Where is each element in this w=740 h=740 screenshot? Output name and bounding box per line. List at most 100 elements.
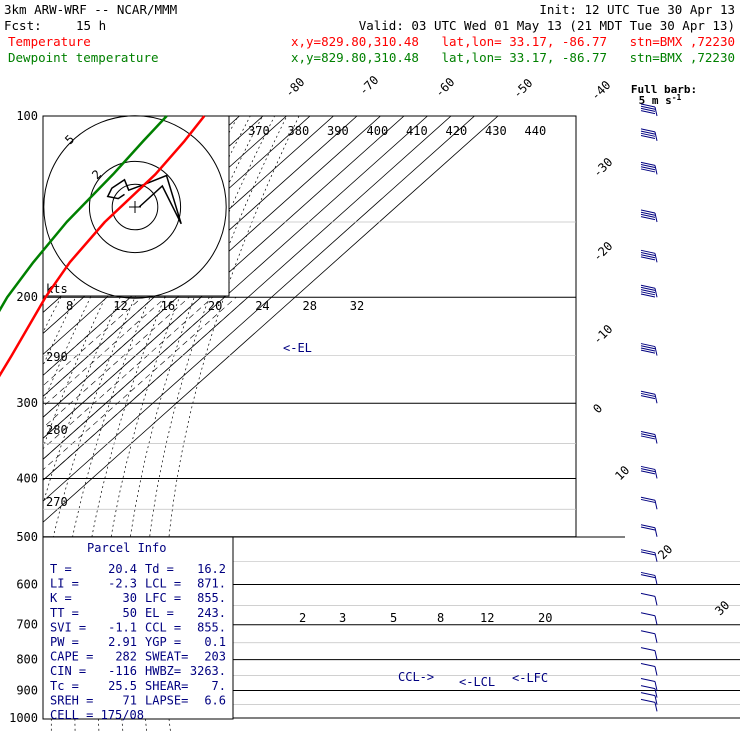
wind-barb-feather bbox=[640, 252, 656, 256]
wind-barb bbox=[640, 571, 658, 585]
wind-barb bbox=[640, 496, 658, 510]
theta-label: 380 bbox=[288, 124, 310, 138]
wind-barb-staff bbox=[654, 394, 658, 404]
hodograph-trace bbox=[106, 174, 182, 225]
mixing-ratio-label: 2 bbox=[299, 611, 306, 625]
wind-barb-staff bbox=[654, 288, 658, 298]
hodograph-speed-tick: 16 bbox=[161, 299, 175, 313]
barb-legend-line1: Full barb: bbox=[631, 83, 697, 96]
valid-time: Valid: 03 UTC Wed 01 May 13 (21 MDT Tue … bbox=[359, 18, 735, 33]
wind-barb-feather bbox=[640, 698, 656, 703]
pressure-label: 600 bbox=[16, 577, 38, 591]
parcel-info-cell: 6.6 bbox=[204, 693, 226, 707]
wind-barb-feather bbox=[640, 395, 656, 400]
hodograph-speed-tick: 20 bbox=[208, 299, 222, 313]
mixing-ratio-label: 12 bbox=[480, 611, 494, 625]
wind-barb-feather bbox=[640, 431, 656, 436]
wind-barb-feather bbox=[640, 216, 656, 221]
parcel-info-cell: 20.4 bbox=[108, 562, 137, 576]
parcel-info-cell: YGP = bbox=[145, 635, 181, 649]
wind-barb-staff bbox=[654, 131, 658, 142]
wind-barb bbox=[640, 685, 658, 698]
wind-barb bbox=[640, 592, 658, 606]
wind-barb-feather bbox=[640, 254, 656, 259]
wind-barb-staff bbox=[654, 615, 658, 625]
wind-barb-feather bbox=[640, 209, 656, 214]
parcel-info-cell: TT = bbox=[50, 606, 79, 620]
theta-labels: 370 380 390 400 410 420 430 440 290 280 270 bbox=[46, 124, 546, 509]
wind-barb-staff bbox=[654, 500, 658, 510]
wind-barb-feather bbox=[640, 166, 656, 171]
hodograph-speed-tick: 8 bbox=[66, 299, 73, 313]
parcel-info-cell: PW = bbox=[50, 635, 79, 649]
mixing-ratio-labels: 2 3 5 8 12 20 bbox=[299, 611, 552, 625]
lfc-marker: <-LFC bbox=[512, 671, 548, 685]
wind-barb-feather bbox=[640, 347, 656, 352]
mixing-ratio-label: 20 bbox=[538, 611, 552, 625]
dry-adiabat bbox=[141, 116, 288, 719]
wind-barb bbox=[640, 209, 658, 223]
parcel-info-cell: 855. bbox=[197, 591, 226, 605]
wind-barb-feather bbox=[640, 571, 656, 576]
wind-barb-feather bbox=[640, 692, 656, 697]
wind-barb-staff bbox=[654, 346, 658, 356]
hodograph-ring bbox=[43, 115, 227, 299]
wind-barb-feather bbox=[640, 498, 656, 503]
wind-barbs bbox=[640, 103, 658, 712]
wind-barb-feather bbox=[640, 496, 656, 501]
wind-barb-staff bbox=[654, 596, 658, 606]
pressure-label: 100 bbox=[16, 109, 38, 123]
lcl-marker: <-LCL bbox=[459, 675, 495, 689]
parcel-info-cell: 50 bbox=[123, 606, 137, 620]
mixing-ratio-label: 5 bbox=[390, 611, 397, 625]
el-marker: <-EL bbox=[283, 341, 312, 355]
wind-barb-feather bbox=[640, 256, 656, 261]
parcel-info-cell: LAPSE= bbox=[145, 693, 188, 707]
wind-barb-feather bbox=[640, 161, 656, 166]
wind-barb-feather bbox=[640, 549, 656, 554]
pressure-axis-labels: 100 200 300 400 500 600 700 800 900 1000 bbox=[9, 109, 38, 725]
parcel-info-cell: 25.5 bbox=[108, 679, 137, 693]
temperature-profile bbox=[0, 115, 206, 378]
wind-barb-staff bbox=[654, 434, 658, 444]
wind-barb-feather bbox=[640, 168, 656, 173]
wind-barb-feather bbox=[640, 612, 656, 617]
wind-barb-feather bbox=[640, 630, 656, 635]
wind-barb-feather bbox=[640, 526, 656, 531]
parcel-info-cell: 243. bbox=[197, 606, 226, 620]
wind-barb-feather bbox=[640, 107, 656, 112]
wind-barb-feather bbox=[640, 524, 656, 529]
wind-barb-feather bbox=[640, 103, 656, 108]
header: 3km ARW-WRF -- NCAR/MMM Init: 12 UTC Tue… bbox=[4, 2, 735, 65]
wind-barb-staff bbox=[654, 552, 658, 562]
dry-adiabat bbox=[43, 116, 202, 449]
wind-barb-feather bbox=[640, 592, 656, 597]
theta-label: 430 bbox=[485, 124, 507, 138]
wind-barb bbox=[640, 465, 658, 479]
pressure-label: 1000 bbox=[9, 711, 38, 725]
wind-barb-feather bbox=[640, 677, 656, 682]
dewpoint-profile bbox=[0, 115, 168, 313]
wind-barb-feather bbox=[640, 291, 656, 296]
parcel-info-cell: Td = bbox=[145, 562, 174, 576]
parcel-info-cell: LFC = bbox=[145, 591, 181, 605]
wind-barb bbox=[640, 284, 658, 298]
wind-barb-feather bbox=[640, 130, 656, 135]
theta-label: 270 bbox=[46, 495, 68, 509]
wind-barb-feather bbox=[640, 135, 656, 140]
hodograph-unit: kts bbox=[46, 282, 68, 296]
pressure-label: 400 bbox=[16, 471, 38, 485]
level-markers: <-EL CCL-> <-LCL <-LFC bbox=[283, 341, 548, 689]
parcel-info-cell: SVI = bbox=[50, 620, 86, 634]
parcel-info-cell: CAPE = bbox=[50, 650, 93, 664]
sounding-profiles bbox=[0, 115, 206, 378]
hodograph-speed-tick: 28 bbox=[303, 299, 317, 313]
parcel-info-cell: 282 bbox=[115, 650, 137, 664]
pressure-label: 800 bbox=[16, 653, 38, 667]
wind-barb-feather bbox=[640, 128, 656, 133]
isotherm-line bbox=[43, 116, 358, 397]
wind-barb bbox=[640, 249, 658, 263]
wind-barb-staff bbox=[654, 666, 658, 676]
wind-barb-feather bbox=[640, 465, 656, 470]
parcel-info-cell: HWBZ= bbox=[145, 664, 181, 678]
